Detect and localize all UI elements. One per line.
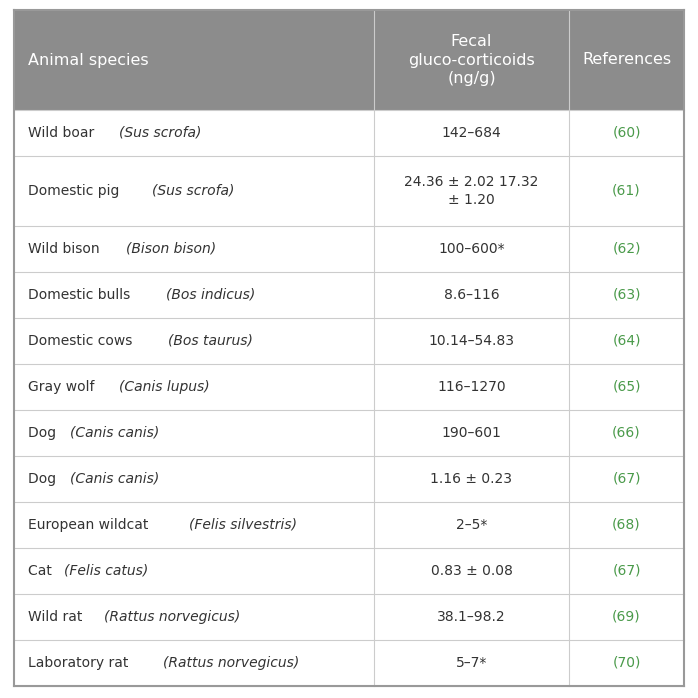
Bar — [14, 594, 684, 640]
Text: (66): (66) — [612, 426, 641, 440]
Text: Gray wolf: Gray wolf — [28, 380, 99, 394]
Text: (Bison bison): (Bison bison) — [126, 242, 216, 256]
Bar — [14, 110, 684, 156]
Text: 38.1–98.2: 38.1–98.2 — [437, 610, 506, 624]
Text: (Bos taurus): (Bos taurus) — [168, 334, 253, 348]
Bar — [14, 272, 684, 318]
Text: Wild boar: Wild boar — [28, 126, 98, 140]
Text: (67): (67) — [612, 564, 641, 578]
Text: (62): (62) — [612, 242, 641, 256]
Bar — [14, 226, 684, 272]
Bar — [14, 410, 684, 456]
Bar — [14, 502, 684, 548]
Text: (Rattus norvegicus): (Rattus norvegicus) — [163, 656, 299, 670]
Text: Laboratory rat: Laboratory rat — [28, 656, 133, 670]
Text: (Sus scrofa): (Sus scrofa) — [119, 126, 202, 140]
Text: 2–5*: 2–5* — [456, 518, 487, 532]
Text: (Canis canis): (Canis canis) — [70, 472, 159, 486]
Text: 1.16 ± 0.23: 1.16 ± 0.23 — [431, 472, 512, 486]
Text: Domestic pig: Domestic pig — [28, 184, 124, 198]
Text: (60): (60) — [612, 126, 641, 140]
Text: 10.14–54.83: 10.14–54.83 — [429, 334, 514, 348]
Text: (61): (61) — [612, 184, 641, 198]
Bar — [14, 640, 684, 686]
Text: 142–684: 142–684 — [442, 126, 501, 140]
Text: Animal species: Animal species — [28, 52, 149, 68]
Bar — [14, 156, 684, 226]
Text: Wild rat: Wild rat — [28, 610, 87, 624]
Text: (Sus scrofa): (Sus scrofa) — [151, 184, 234, 198]
Bar — [14, 10, 684, 110]
Text: 116–1270: 116–1270 — [437, 380, 506, 394]
Text: European wildcat: European wildcat — [28, 518, 153, 532]
Text: (Bos indicus): (Bos indicus) — [165, 288, 255, 302]
Text: (68): (68) — [612, 518, 641, 532]
Bar — [14, 318, 684, 364]
Text: Dog: Dog — [28, 472, 61, 486]
Bar — [14, 548, 684, 594]
Text: (67): (67) — [612, 472, 641, 486]
Text: (Canis canis): (Canis canis) — [70, 426, 159, 440]
Text: (Canis lupus): (Canis lupus) — [119, 380, 210, 394]
Text: 8.6–116: 8.6–116 — [444, 288, 499, 302]
Text: References: References — [582, 52, 671, 68]
Text: Cat: Cat — [28, 564, 57, 578]
Text: (63): (63) — [612, 288, 641, 302]
Text: (65): (65) — [612, 380, 641, 394]
Text: (Rattus norvegicus): (Rattus norvegicus) — [104, 610, 240, 624]
Bar — [14, 364, 684, 410]
Text: 5–7*: 5–7* — [456, 656, 487, 670]
Text: (Felis silvestris): (Felis silvestris) — [189, 518, 297, 532]
Text: (64): (64) — [612, 334, 641, 348]
Text: 0.83 ± 0.08: 0.83 ± 0.08 — [431, 564, 512, 578]
Text: 24.36 ± 2.02 17.32
± 1.20: 24.36 ± 2.02 17.32 ± 1.20 — [404, 175, 539, 207]
Text: (69): (69) — [612, 610, 641, 624]
Bar — [14, 456, 684, 502]
Text: 190–601: 190–601 — [442, 426, 501, 440]
Text: (Felis catus): (Felis catus) — [64, 564, 149, 578]
Text: Wild bison: Wild bison — [28, 242, 104, 256]
Text: Dog: Dog — [28, 426, 61, 440]
Text: 100–600*: 100–600* — [438, 242, 505, 256]
Text: Domestic cows: Domestic cows — [28, 334, 137, 348]
Text: Fecal
gluco­corticoids
(ng/g): Fecal gluco­corticoids (ng/g) — [408, 34, 535, 86]
Text: (70): (70) — [612, 656, 641, 670]
Text: Domestic bulls: Domestic bulls — [28, 288, 135, 302]
